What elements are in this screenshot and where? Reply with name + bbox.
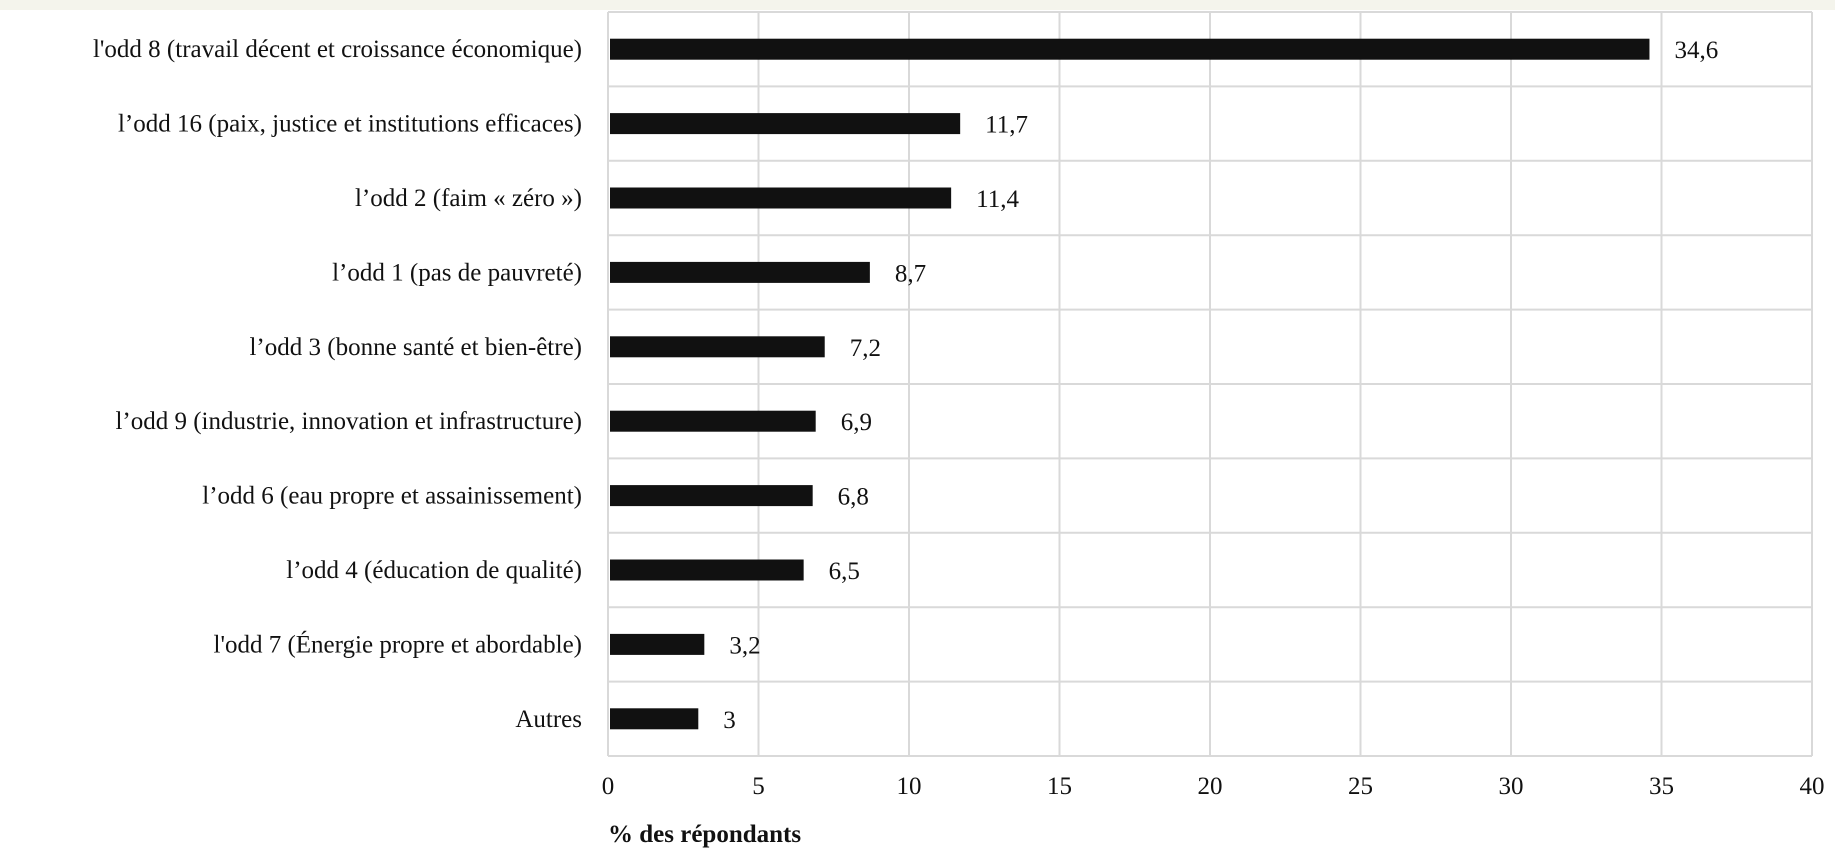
data-label: 11,7 xyxy=(985,112,1028,139)
category-label: l’odd 9 (industrie, innovation et infras… xyxy=(115,408,582,435)
category-label: l’odd 1 (pas de pauvreté) xyxy=(332,259,582,286)
data-label: 34,6 xyxy=(1674,37,1718,64)
grid-layer xyxy=(607,11,1813,757)
data-label: 6,8 xyxy=(838,484,869,511)
bar xyxy=(610,38,1650,60)
category-label: l’odd 3 (bonne santé et bien-être) xyxy=(249,334,582,361)
x-tick-label: 40 xyxy=(1800,773,1825,800)
x-tick-label: 35 xyxy=(1649,773,1674,800)
data-label: 3,2 xyxy=(729,632,760,659)
bar xyxy=(610,187,952,209)
category-label: l’odd 2 (faim « zéro ») xyxy=(355,185,582,212)
top-strip xyxy=(0,0,1835,10)
data-label: 7,2 xyxy=(850,335,881,362)
category-label: l’odd 4 (éducation de qualité) xyxy=(286,557,582,584)
label-layer: 0 5 10 15 20 25 30 35 40 34,6 l'odd 8 (travail déc… xyxy=(93,36,1825,800)
data-label: 8,7 xyxy=(895,260,926,287)
category-label: l’odd 6 (eau propre et assainissement) xyxy=(202,483,582,510)
data-label: 3 xyxy=(723,707,736,734)
x-tick-label: 5 xyxy=(752,773,765,800)
data-label: 6,5 xyxy=(829,558,860,585)
category-label: l'odd 7 (Énergie propre et abordable) xyxy=(214,630,582,658)
bar xyxy=(610,261,870,283)
category-label: l'odd 8 (travail décent et croissance éc… xyxy=(93,36,582,63)
x-tick-label: 10 xyxy=(897,773,922,800)
x-tick-label: 0 xyxy=(602,773,615,800)
category-label: Autres xyxy=(515,706,582,733)
x-tick-label: 25 xyxy=(1348,773,1373,800)
bar xyxy=(610,410,816,432)
bar xyxy=(610,336,825,358)
bar xyxy=(610,559,804,581)
category-label: l’odd 16 (paix, justice et institutions … xyxy=(118,111,582,138)
data-label: 11,4 xyxy=(976,186,1019,213)
x-axis-title: % des répondants xyxy=(608,821,801,848)
x-tick-label: 15 xyxy=(1047,773,1072,800)
bar xyxy=(610,633,705,655)
bar xyxy=(610,708,699,730)
bar xyxy=(610,113,961,135)
x-tick-label: 20 xyxy=(1198,773,1223,800)
data-label: 6,9 xyxy=(841,409,872,436)
x-tick-label: 30 xyxy=(1499,773,1524,800)
bar xyxy=(610,485,813,507)
bar-layer xyxy=(610,38,1650,730)
